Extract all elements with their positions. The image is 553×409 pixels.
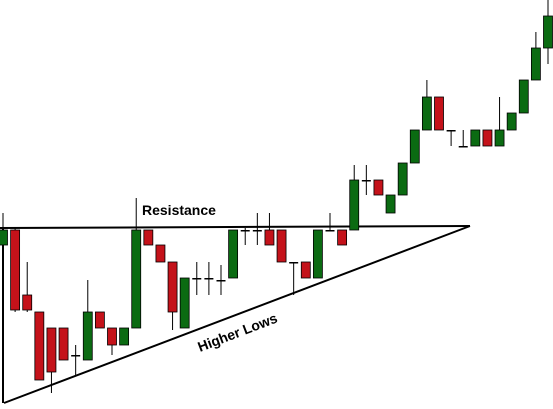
candle-body: [155, 244, 166, 263]
candle-body: [228, 229, 239, 279]
candle-body: [397, 162, 408, 196]
candle-body: [409, 129, 420, 164]
candle-body: [131, 229, 142, 329]
candle-body: [107, 327, 117, 346]
candle-body: [518, 79, 529, 114]
candle-body: [143, 229, 154, 246]
candle-body: [58, 327, 69, 361]
candle-body: [312, 229, 323, 279]
candle-body: [264, 229, 275, 246]
candle-body: [434, 96, 444, 131]
candle-body: [458, 146, 468, 148]
higher-lows-label: Higher Lows: [195, 310, 279, 355]
candle-body: [289, 262, 299, 264]
candle-body: [361, 180, 371, 182]
candle-body: [373, 179, 384, 196]
candle-body: [216, 280, 226, 282]
candle-body: [385, 194, 396, 214]
candle-body: [22, 294, 33, 311]
candle-body: [10, 229, 21, 311]
candle-body: [0, 229, 8, 246]
candle-body: [276, 229, 287, 263]
candle-body: [530, 47, 541, 81]
candle-body: [71, 355, 81, 357]
candle-body: [446, 130, 456, 132]
candle-body: [482, 129, 493, 147]
candle-body: [82, 311, 93, 361]
candle-body: [349, 179, 360, 231]
candle-body: [192, 278, 202, 280]
candle-body: [421, 96, 432, 131]
support-line: [3, 225, 471, 404]
candle-body: [34, 311, 45, 381]
candle-body: [167, 261, 178, 313]
candle-body: [252, 230, 262, 232]
candles: [0, 0, 553, 393]
candle-body: [506, 112, 517, 131]
candle-body: [46, 327, 57, 373]
candle-body: [204, 278, 214, 280]
candle-body: [300, 261, 311, 279]
candle-body: [94, 311, 105, 329]
candle-body: [470, 129, 481, 147]
candle-body: [494, 129, 505, 147]
candle-body: [325, 230, 335, 232]
candle-body: [119, 327, 130, 346]
candle-body: [543, 15, 553, 49]
resistance-line: [0, 225, 471, 229]
candle-body: [179, 277, 190, 329]
candle-body: [337, 229, 348, 246]
candle-body: [240, 230, 250, 232]
resistance-label: Resistance: [142, 202, 216, 218]
